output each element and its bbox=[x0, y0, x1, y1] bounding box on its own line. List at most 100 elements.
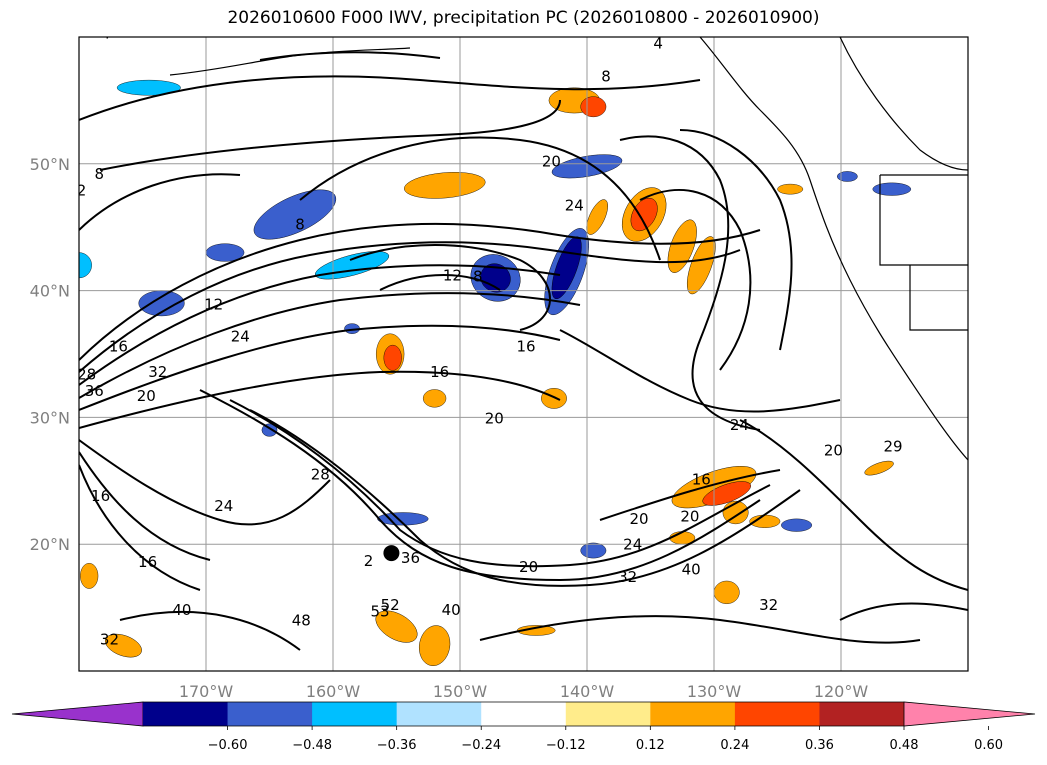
contour-label: 24 bbox=[231, 327, 250, 345]
precip-pc-patch bbox=[422, 389, 447, 408]
iwv-contour-line bbox=[199, 389, 761, 582]
colorbar-tick-label: −0.36 bbox=[377, 738, 417, 753]
iwv-contours bbox=[79, 51, 968, 651]
colorbar-segment bbox=[819, 702, 905, 726]
contour-label: 24 bbox=[623, 535, 642, 553]
low-center-marker bbox=[383, 545, 400, 562]
contour-label: 36 bbox=[401, 549, 420, 567]
coastline bbox=[909, 265, 968, 331]
contour-label: 4 bbox=[653, 34, 663, 52]
contour-label: 40 bbox=[172, 601, 191, 619]
contour-label: 28 bbox=[311, 466, 330, 484]
contour-label: 28 bbox=[77, 365, 96, 383]
contour-label: 16 bbox=[516, 337, 535, 355]
colorbar-tick-label: −0.60 bbox=[208, 738, 248, 753]
precip-pc-patch bbox=[541, 388, 567, 409]
precip-pc-patch bbox=[667, 219, 697, 273]
latitude-tick-labels: 50°N 40°N 30°N 20°N bbox=[30, 155, 70, 554]
colorbar-extend-low bbox=[11, 701, 144, 727]
map-frame bbox=[78, 36, 969, 672]
iwv-contour-line bbox=[79, 241, 741, 373]
markers bbox=[383, 545, 400, 562]
iwv-contour-line bbox=[79, 324, 561, 411]
iwv-contour-line bbox=[79, 439, 331, 526]
iwv-contour-line bbox=[79, 451, 211, 561]
contour-label: 16 bbox=[109, 337, 128, 355]
contour-label: 20 bbox=[680, 507, 699, 525]
colorbar-extend-high bbox=[903, 701, 1036, 727]
iwv-contour-line bbox=[119, 610, 301, 651]
contour-label: 32 bbox=[759, 596, 778, 614]
contour-label: 16 bbox=[430, 363, 449, 381]
precip-pc-patch bbox=[777, 183, 804, 195]
contour-label: 8 bbox=[601, 67, 611, 85]
contour-label: 24 bbox=[565, 197, 584, 215]
iwv-contour-line bbox=[599, 469, 781, 521]
colorbar: −0.60 −0.48 −0.36 −0.24 −0.12 0.12 0.24 0.36 0.4… bbox=[11, 701, 1036, 753]
contour-label: 20 bbox=[519, 558, 538, 576]
iwv-contour-line bbox=[99, 99, 561, 171]
precip-pc-patch bbox=[418, 625, 451, 666]
colorbar-segment bbox=[734, 702, 820, 726]
precip-pc-patch bbox=[150, 37, 160, 38]
colorbar-segment bbox=[312, 702, 398, 726]
colorbar-tick-label: −0.12 bbox=[546, 738, 586, 753]
precip-pc-patch bbox=[713, 580, 740, 604]
lon-tick-label: 170°W bbox=[179, 682, 234, 701]
contour-label: 12 bbox=[443, 266, 462, 284]
precip-pc-patch bbox=[551, 236, 582, 300]
contour-label: 20 bbox=[485, 410, 504, 428]
iwv-contour-line bbox=[259, 51, 441, 61]
precip-pc-patch bbox=[781, 518, 812, 532]
contour-label: 16 bbox=[138, 553, 157, 571]
iwv-contour-line bbox=[619, 135, 761, 431]
lon-tick-label: 160°W bbox=[306, 682, 361, 701]
precip-pc-patch bbox=[630, 197, 658, 232]
coastline bbox=[169, 47, 411, 76]
contour-label: 48 bbox=[292, 611, 311, 629]
contour-label: 2 bbox=[364, 552, 374, 570]
iwv-contour-line bbox=[79, 264, 561, 386]
contour-label: 53 bbox=[370, 602, 389, 620]
lon-tick-label: 140°W bbox=[560, 682, 615, 701]
contour-label: 29 bbox=[884, 438, 903, 456]
contour-label: 40 bbox=[442, 601, 461, 619]
colorbar-segment bbox=[481, 702, 567, 726]
iwv-contour-line bbox=[299, 136, 661, 261]
precip-pc-patch bbox=[580, 96, 607, 118]
contour-label: 2 bbox=[77, 182, 87, 200]
colorbar-tick-label: 0.60 bbox=[974, 738, 1003, 753]
lat-tick-label: 20°N bbox=[30, 535, 70, 554]
map-title: 2026010600 F000 IWV, precipitation PC (2… bbox=[227, 8, 820, 28]
contour-label: 44 bbox=[90, 725, 109, 743]
contour-label: 40 bbox=[682, 561, 701, 579]
iwv-contour-line bbox=[639, 189, 752, 371]
precip-pc-patch bbox=[105, 633, 142, 658]
colorbar-segment bbox=[650, 702, 736, 726]
contour-label: 8 bbox=[295, 216, 305, 234]
colorbar-segment bbox=[396, 702, 482, 726]
contour-label: 32 bbox=[148, 363, 167, 381]
contour-label: 20 bbox=[630, 510, 649, 528]
lon-tick-label: 150°W bbox=[433, 682, 488, 701]
precip-pc-patch bbox=[375, 610, 418, 643]
colorbar-segment bbox=[227, 702, 313, 726]
contour-label: 12 bbox=[204, 296, 223, 314]
contour-label: 20 bbox=[824, 441, 843, 459]
precip-pc-patch bbox=[836, 171, 858, 182]
precip-pc-patch bbox=[383, 344, 402, 371]
colorbar-tick-label: 0.24 bbox=[720, 738, 749, 753]
contour-label: 24 bbox=[730, 416, 749, 434]
iwv-contour-line bbox=[739, 419, 968, 591]
iwv-contour-line bbox=[79, 292, 581, 399]
precip-pc-patch bbox=[864, 460, 894, 476]
iwv-contour-line bbox=[79, 173, 241, 231]
colorbar-tick-label: 0.12 bbox=[636, 738, 665, 753]
precip-pc-patch bbox=[253, 189, 337, 240]
coastline bbox=[839, 37, 968, 171]
lon-tick-label: 130°W bbox=[687, 682, 742, 701]
contour-label: 24 bbox=[214, 497, 233, 515]
coastlines bbox=[169, 37, 968, 461]
